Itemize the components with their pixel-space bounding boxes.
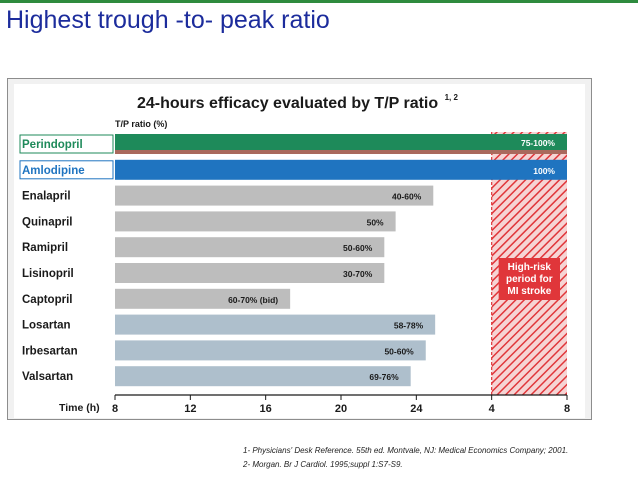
chart-title-text: 24-hours efficacy evaluated by T/P ratio [137,95,438,112]
x-tick-label: 8 [112,403,118,415]
chart-svg: 24-hours efficacy evaluated by T/P ratio… [0,0,638,479]
category-label: Enalapril [22,191,71,203]
data-label: 50% [367,217,384,227]
data-label: 100% [533,166,555,176]
bar-valsartan [115,366,411,386]
bar-irbesartan [115,340,426,360]
high-risk-label-line: High-risk [508,262,552,273]
data-label: 50-60% [384,346,414,356]
data-label: 60-70% (bid) [228,295,278,305]
bar-perindopril-fill [115,134,567,150]
bar-losartan [115,315,435,335]
category-label: Valsartan [22,371,73,383]
category-label: Amlodipine [22,165,85,177]
reference-2: 2- Morgan. Br J Cardiol. 1995;suppl 1:S7… [243,460,403,469]
data-label: 58-78% [394,321,424,331]
x-tick-label: 4 [489,403,496,415]
chart-title: 24-hours efficacy evaluated by T/P ratio… [137,93,459,112]
data-label: 40-60% [392,192,422,202]
category-label: Irbesartan [22,345,78,357]
x-axis-label: Time (h) [59,402,100,414]
x-tick-label: 12 [184,403,196,415]
bar-amlodipine [115,160,567,180]
data-label: 75-100% [521,138,555,148]
bar-quinapril [115,211,396,231]
category-label: Lisinopril [22,268,74,280]
x-tick-label: 8 [564,403,570,415]
high-risk-label-line: period for [506,274,553,285]
category-label: Losartan [22,320,71,332]
reference-1: 1- Physicians' Desk Reference. 55th ed. … [243,446,568,455]
x-tick-label: 24 [410,403,423,415]
bar-enalapril [115,186,433,206]
data-label: 69-76% [369,372,399,382]
category-label: Ramipril [22,242,68,254]
x-tick-label: 20 [335,403,347,415]
category-label: Perindopril [22,139,83,151]
y-axis-label: T/P ratio (%) [115,119,167,129]
high-risk-label-line: MI stroke [507,286,551,297]
x-tick-label: 16 [260,403,272,415]
category-label: Quinapril [22,216,72,228]
chart-title-superscript: 1, 2 [445,93,459,102]
data-label: 50-60% [343,243,373,253]
category-label: Captopril [22,294,72,306]
data-label: 30-70% [343,269,373,279]
